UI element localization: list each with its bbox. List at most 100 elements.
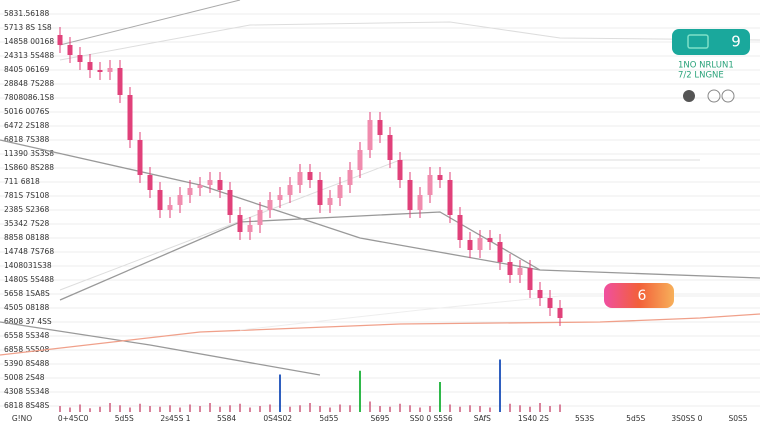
volume-bar: [99, 406, 101, 412]
volume-bar: [209, 403, 211, 412]
candle-body: [407, 180, 413, 210]
candle-body: [127, 95, 133, 140]
volume-bar: [329, 407, 331, 412]
volume-bar: [189, 404, 191, 412]
volume-bar: [429, 406, 431, 412]
badge-text: 6: [638, 288, 647, 304]
volume-bar: [449, 404, 451, 412]
y-tick-label: 6558 5S348: [4, 331, 50, 340]
candle-body: [117, 68, 123, 95]
volume-bar: [299, 405, 301, 412]
volume-bar: [469, 405, 471, 412]
volume-bar: [389, 406, 391, 412]
candle-body: [297, 172, 303, 185]
y-tick-label: 5658 1SA8S: [4, 289, 50, 298]
y-tick-label: 6818 8S48S: [4, 401, 50, 410]
x-tick-label: 0+45C0: [58, 414, 89, 423]
y-tick-label: 5831.56188: [4, 9, 50, 18]
volume-bar: [69, 407, 71, 412]
y-tick-label: 7808086.1S8: [4, 93, 54, 102]
volume-bar: [369, 401, 371, 412]
volume-bar: [59, 406, 61, 412]
volume-bar: [179, 407, 181, 412]
y-tick-label: 5390 8S488: [4, 359, 50, 368]
info-text: 1NO NRLUN1: [678, 61, 734, 71]
candle-body: [217, 180, 223, 190]
volume-bar: [199, 406, 201, 412]
y-tick-label: 35342 7S28: [4, 219, 50, 228]
x-tick-label: 5S84: [217, 414, 236, 423]
volume-bar: [409, 405, 411, 412]
candle-body: [327, 198, 333, 205]
volume-bar: [519, 405, 521, 412]
candle-body: [497, 242, 503, 262]
candle-body: [537, 290, 543, 298]
y-tick-label: 4505 08188: [4, 303, 50, 312]
candle-body: [467, 240, 473, 250]
volume-bar: [109, 403, 111, 412]
volume-bar: [259, 406, 261, 412]
volume-bar: [349, 405, 351, 412]
volume-bar: [559, 404, 561, 412]
candle-body: [107, 68, 113, 72]
y-tick-label: 1408031S38: [4, 261, 52, 270]
candle-body: [167, 205, 173, 210]
y-tick-label: 5713 8S 1S8: [4, 23, 52, 32]
y-tick-label: 711 6818: [4, 177, 40, 186]
candle-body: [137, 140, 143, 175]
badge: [604, 283, 674, 308]
y-tick-label: 5016 0076S: [4, 107, 50, 116]
candle-body: [237, 215, 243, 232]
candle-body: [437, 175, 443, 180]
candle-body: [317, 180, 323, 205]
volume-bar: [419, 407, 421, 412]
volume-bar: [219, 406, 221, 412]
x-tick-label: 0S4S02: [263, 414, 292, 423]
y-tick-label: 6858 5S508: [4, 345, 50, 354]
candle-body: [547, 298, 553, 308]
y-tick-label: 5008 2S48: [4, 373, 45, 382]
candle-body: [287, 185, 293, 195]
volume-bar: [169, 405, 171, 412]
candle-body: [307, 172, 313, 180]
volume-bar: [529, 406, 531, 412]
candle-body: [207, 180, 213, 185]
volume-bar: [379, 406, 381, 412]
candle-body: [477, 238, 483, 250]
candle-body: [197, 185, 203, 188]
volume-bar: [139, 403, 141, 412]
y-tick-label: 6808 37 4SS: [4, 317, 52, 326]
candle-body: [277, 195, 283, 200]
y-tick-label: 781S 7S108: [4, 191, 50, 200]
volume-bar: [549, 406, 551, 412]
volume-bar: [269, 404, 271, 412]
volume-bar: [79, 404, 81, 412]
candle-body: [247, 225, 253, 232]
x-tick-label: 5d55: [319, 414, 338, 423]
icon[interactable]: [721, 89, 735, 103]
volume-bar: [239, 403, 241, 412]
candle-body: [97, 70, 103, 72]
icon[interactable]: [683, 90, 695, 102]
x-tick-label: 5d5S: [626, 414, 645, 423]
trend-line: [239, 295, 760, 331]
candle-body: [57, 35, 63, 45]
candle-body: [147, 175, 153, 190]
x-tick-label: 1S40 2S: [518, 414, 549, 423]
trend-line: [59, 0, 241, 46]
volume-bar: [149, 406, 151, 412]
y-tick-label: 11390 3S3S8: [4, 149, 54, 158]
volume-bar: [359, 370, 361, 412]
badge-text: 9: [731, 33, 741, 51]
candle-body: [77, 55, 83, 62]
volume-bar: [159, 406, 161, 412]
volume-bar: [399, 403, 401, 412]
icon[interactable]: [707, 89, 721, 103]
candle-body: [387, 135, 393, 160]
volume-bar: [249, 407, 251, 412]
candle-body: [367, 120, 373, 150]
trend-line: [59, 211, 760, 301]
candle-body: [457, 215, 463, 240]
grid: 5831.56188 5713 8S 1S8 14858 00168 24313 5S…: [0, 9, 760, 410]
